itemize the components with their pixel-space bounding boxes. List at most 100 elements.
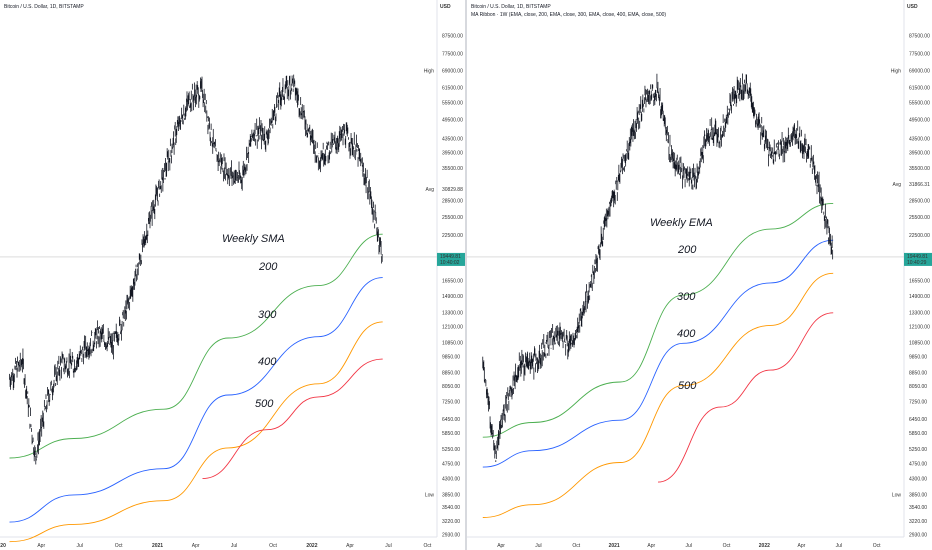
price-tick-label: 43500.00: [909, 136, 930, 142]
price-tick-label: 31866.31: [909, 182, 930, 188]
price-tick-label: 8850.00: [909, 370, 927, 376]
price-tick-label: 8850.00: [442, 370, 460, 376]
chart-title-annotation: Weekly SMA: [222, 233, 285, 245]
price-tick-label: 69000.00: [442, 69, 463, 75]
price-tick-label: 16550.00: [909, 278, 930, 284]
marker-label-high: High: [424, 69, 435, 75]
price-tick-label: 3220.00: [442, 519, 460, 525]
marker-label-avg: Avg: [892, 182, 901, 188]
time-axis-label: Oct: [873, 543, 881, 549]
price-tick-label: 43500.00: [442, 136, 463, 142]
price-tick-label: 55500.00: [442, 101, 463, 107]
price-tick-label: 28500.00: [909, 198, 930, 204]
price-axis[interactable]: [904, 0, 932, 550]
ma-period-label-300: 300: [258, 309, 277, 321]
price-tick-label: 9850.00: [442, 355, 460, 361]
ma-period-label-500: 500: [255, 398, 274, 410]
time-axis-label: Oct: [723, 543, 731, 549]
price-tick-label: 22500.00: [909, 233, 930, 239]
ma-period-label-500: 500: [678, 380, 697, 392]
time-axis-label: 2021: [152, 543, 163, 549]
price-tick-label: 25500.00: [442, 215, 463, 221]
price-tick-label: 7250.00: [442, 400, 460, 406]
time-axis-label: 20: [0, 543, 6, 549]
price-tick-label: 3220.00: [909, 519, 927, 525]
price-tick-label: 5250.00: [442, 447, 460, 453]
price-tick-label: 5850.00: [909, 431, 927, 437]
ma-period-label-400: 400: [677, 328, 696, 340]
price-tick-label: 4750.00: [442, 462, 460, 468]
ma-line-300: [9, 277, 383, 523]
time-axis-label: Apr: [346, 543, 354, 549]
price-tick-label: 3540.00: [442, 505, 460, 511]
ma-line-300: [482, 239, 834, 468]
marker-label-high: High: [891, 69, 902, 75]
price-tick-label: 69000.00: [909, 69, 930, 75]
price-tick-label: 3850.00: [442, 493, 460, 499]
price-tick-label: 39500.00: [909, 151, 930, 157]
price-tick-label: 2930.00: [909, 533, 927, 539]
price-tick-label: 39500.00: [442, 151, 463, 157]
price-tick-label: 10850.00: [909, 340, 930, 346]
price-tick-label: 49500.00: [909, 117, 930, 123]
price-axis[interactable]: [437, 0, 465, 550]
price-tick-label: 13300.00: [442, 310, 463, 316]
bar-countdown: 10:40:29: [907, 260, 927, 266]
chart-header: Bitcoin / U.S. Dollar, 1D, BITSTAMP: [471, 4, 551, 10]
price-candles: [9, 74, 383, 465]
price-tick-label: 30829.88: [442, 187, 463, 193]
price-tick-label: 3540.00: [909, 505, 927, 511]
ma-line-400: [9, 321, 383, 543]
last-price-badge-bg: [904, 252, 932, 266]
last-price-badge-bg: [437, 252, 465, 266]
price-axis-unit: USD: [440, 4, 451, 10]
chart-svg-ema: USD 87500.00 77500.00 69000.00 61500.00 55500…: [467, 0, 932, 550]
price-tick-label: 4750.00: [909, 462, 927, 468]
price-tick-label: 28500.00: [442, 198, 463, 204]
price-tick-label: 35500.00: [909, 166, 930, 172]
last-price-value: 19449.81: [907, 254, 928, 260]
price-tick-label: 4300.00: [442, 476, 460, 482]
panel-divider[interactable]: [465, 0, 467, 550]
price-tick-label: 10850.00: [442, 340, 463, 346]
price-tick-label: 61500.00: [442, 86, 463, 92]
price-tick-label: 9850.00: [909, 355, 927, 361]
ma-period-label-400: 400: [258, 356, 277, 368]
time-axis-label: Jul: [231, 543, 237, 549]
price-tick-label: 12100.00: [909, 324, 930, 330]
chart-panel-sma: Bitcoin / U.S. Dollar, 1D, BITSTAMP USD 8…: [0, 0, 465, 550]
price-tick-label: 12100.00: [442, 324, 463, 330]
time-axis-label: Oct: [269, 543, 277, 549]
time-axis-label: 2021: [609, 543, 620, 549]
ma-period-label-200: 200: [677, 244, 697, 256]
price-tick-label: 6450.00: [909, 417, 927, 423]
ma-line-500: [202, 358, 383, 480]
price-tick-label: 77500.00: [909, 52, 930, 58]
last-price-value: 19449.81: [440, 254, 461, 260]
price-tick-label: 61500.00: [909, 86, 930, 92]
time-axis-label: 2022: [306, 543, 317, 549]
time-axis-label: Oct: [424, 543, 432, 549]
price-candles: [482, 73, 834, 463]
price-tick-label: 5250.00: [909, 447, 927, 453]
time-axis-label: 2022: [759, 543, 770, 549]
time-axis-label: Jul: [685, 543, 691, 549]
ma-line-400: [482, 272, 834, 518]
price-tick-label: 14900.00: [442, 294, 463, 300]
price-axis-unit: USD: [907, 4, 918, 10]
time-axis-label: Apr: [37, 543, 45, 549]
chart-panel-ema: Bitcoin / U.S. Dollar, 1D, BITSTAMP MA R…: [467, 0, 932, 550]
price-tick-label: 25500.00: [909, 215, 930, 221]
price-tick-label: 87500.00: [909, 34, 930, 40]
marker-label-low: Low: [425, 493, 435, 499]
price-tick-label: 4300.00: [909, 476, 927, 482]
time-axis-label: Oct: [115, 543, 123, 549]
time-axis-label: Jul: [385, 543, 391, 549]
price-tick-label: 87500.00: [442, 34, 463, 40]
chart-svg-sma: USD 87500.00 77500.00 69000.00 61500.00 55500…: [0, 0, 465, 550]
marker-label-low: Low: [892, 493, 902, 499]
price-tick-label: 3850.00: [909, 493, 927, 499]
ma-period-label-200: 200: [258, 261, 278, 273]
